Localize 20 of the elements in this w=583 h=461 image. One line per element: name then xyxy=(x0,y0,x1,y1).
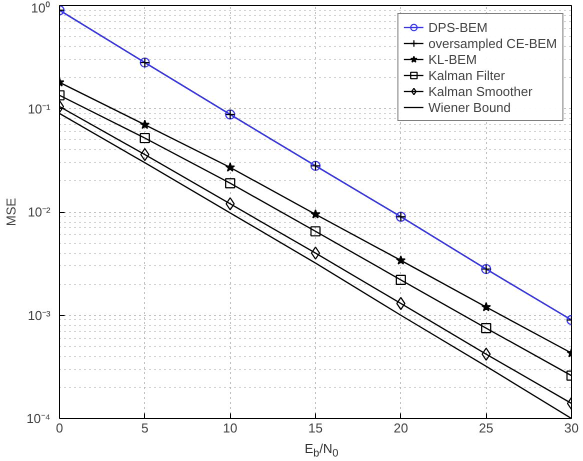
legend-label: DPS-BEM xyxy=(428,19,488,35)
x-tick-label: 20 xyxy=(394,420,408,436)
legend-label: KL-BEM xyxy=(428,51,477,67)
legend-label: Wiener Bound xyxy=(428,99,511,115)
x-tick-label: 15 xyxy=(308,420,323,436)
x-tick-label: 25 xyxy=(478,420,494,436)
y-tick-label: 10⁻¹ xyxy=(28,101,52,116)
y-tick-label: 10⁰ xyxy=(31,0,51,16)
x-tick-label: 30 xyxy=(564,420,579,436)
legend-label: Kalman Smoother xyxy=(428,83,532,99)
y-tick-label: 10⁻⁴ xyxy=(26,411,50,426)
legend-label: oversampled CE-BEM xyxy=(428,35,557,51)
y-tick-label: 10⁻² xyxy=(28,204,52,220)
x-tick-label: 0 xyxy=(56,420,64,436)
legend-label: Kalman Filter xyxy=(428,67,505,83)
y-axis-title: MSE xyxy=(3,198,18,226)
x-axis-title: E$_{b}$/N$_{0}$ xyxy=(304,440,338,461)
x-tick-label: 10 xyxy=(222,420,238,436)
y-tick-label: 10⁻³ xyxy=(28,308,52,323)
x-tick-label: 5 xyxy=(141,420,148,436)
